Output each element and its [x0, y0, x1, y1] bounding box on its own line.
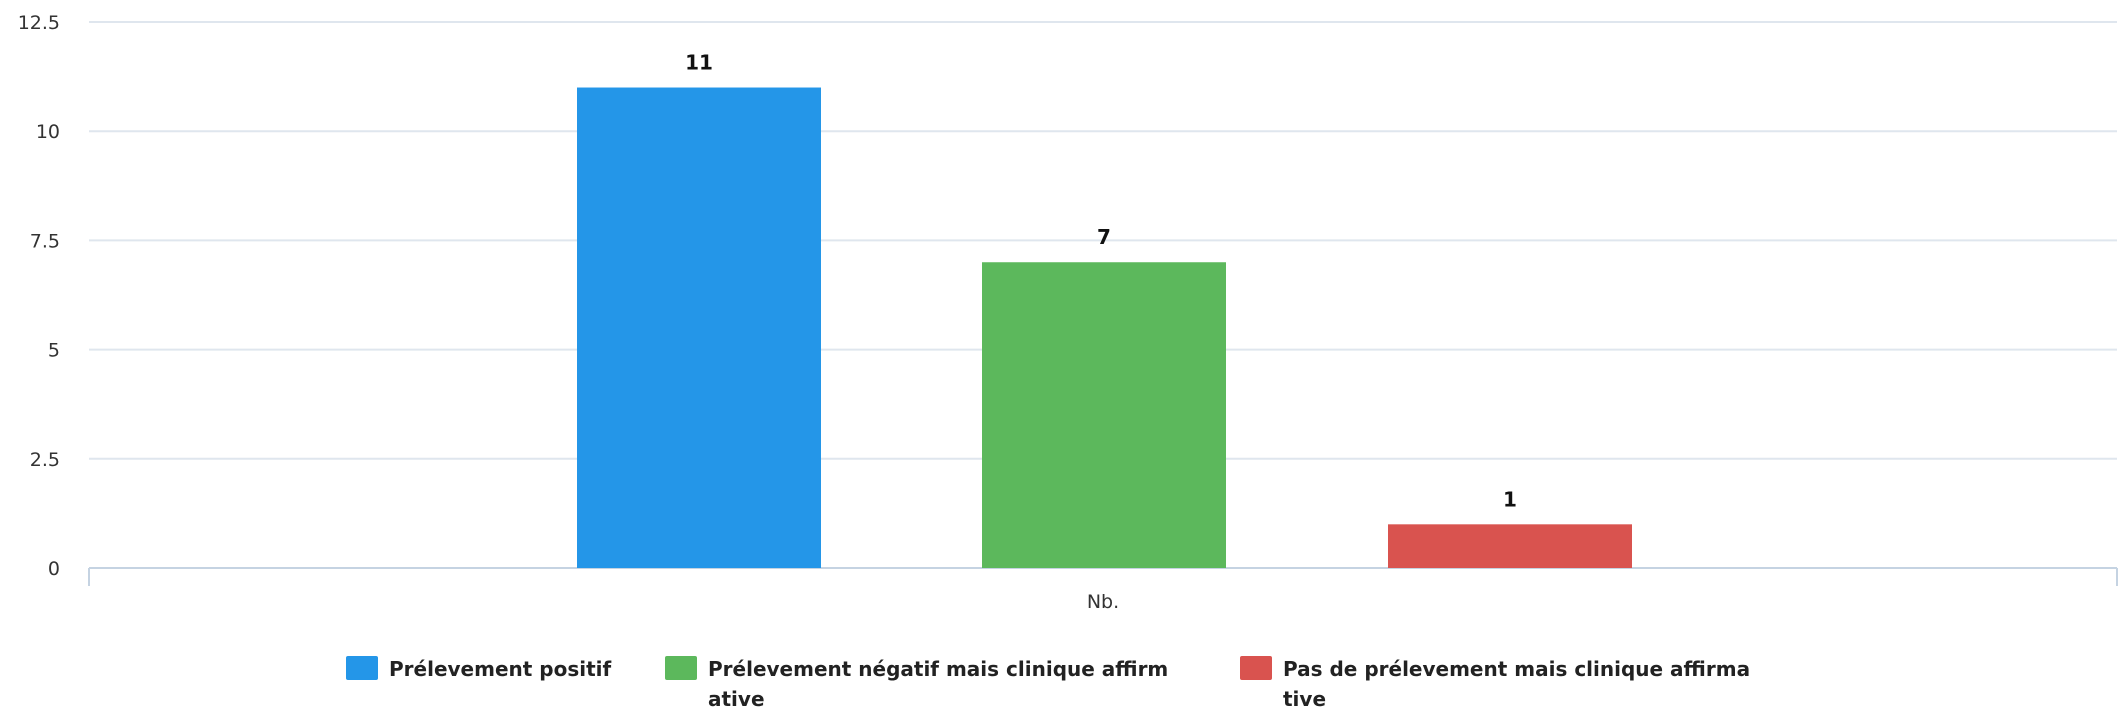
legend[interactable]: Prélevement positif Prélevement négatif m… — [346, 656, 1750, 710]
legend-item-1[interactable]: Prélevement positif — [346, 656, 612, 681]
legend-label: tive — [1283, 687, 1326, 710]
y-tick-label: 0 — [48, 558, 60, 580]
y-tick-label: 12.5 — [18, 12, 60, 34]
bar-3[interactable] — [1388, 524, 1632, 568]
x-axis: Nb. — [88, 567, 2118, 613]
x-tick-label: Nb. — [1087, 591, 1119, 613]
legend-label: Pas de prélevement mais clinique affirma — [1283, 657, 1750, 681]
legend-item-3[interactable]: Pas de prélevement mais clinique affirma… — [1240, 656, 1750, 710]
bar-2[interactable] — [982, 262, 1226, 568]
legend-label: Prélevement positif — [389, 657, 612, 681]
gridlines — [89, 21, 2117, 460]
y-tick-label: 7.5 — [30, 230, 60, 252]
data-label: 11 — [685, 51, 713, 75]
legend-swatch — [665, 656, 697, 680]
data-label: 1 — [1503, 487, 1517, 511]
y-axis: 0 2.5 5 7.5 10 12.5 — [18, 12, 60, 580]
data-labels: 11 7 1 — [685, 51, 1517, 512]
legend-swatch — [346, 656, 378, 680]
legend-swatch — [1240, 656, 1272, 680]
legend-label: Prélevement négatif mais clinique affirm — [708, 657, 1168, 681]
y-tick-label: 2.5 — [30, 449, 60, 471]
bar-1[interactable] — [577, 87, 821, 569]
legend-label: ative — [708, 687, 765, 710]
bars — [577, 87, 1632, 569]
data-label: 7 — [1097, 225, 1111, 249]
y-tick-label: 5 — [48, 340, 60, 362]
y-tick-label: 10 — [36, 121, 60, 143]
legend-item-2[interactable]: Prélevement négatif mais clinique affirm… — [665, 656, 1168, 710]
